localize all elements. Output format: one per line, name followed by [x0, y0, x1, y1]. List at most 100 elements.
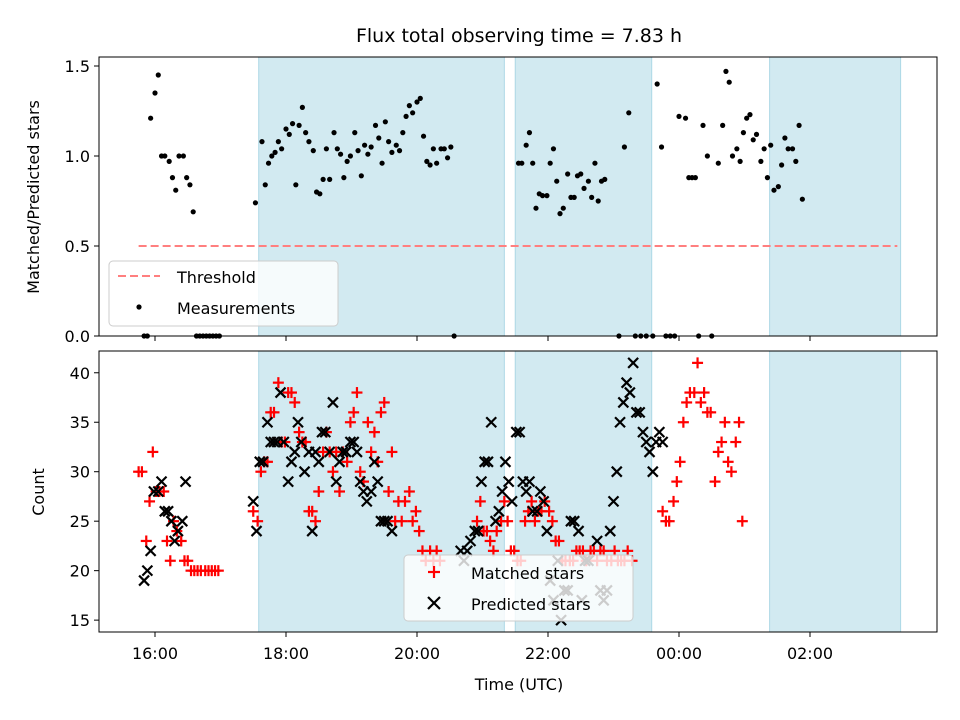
matched-star-point: [327, 466, 339, 478]
measurement-point: [376, 135, 382, 141]
predicted-star-point: [247, 495, 260, 508]
predicted-star-point: [568, 515, 580, 527]
predicted-star-point: [502, 475, 515, 488]
measurement-point: [320, 176, 326, 182]
measurement-point: [782, 135, 788, 141]
matched-star-point: [182, 555, 194, 567]
y-tick-label: 20: [70, 562, 90, 581]
measurement-point: [592, 160, 598, 166]
bottom-x-ticks: 16:00 18:00 20:00 22:00 00:00 02:00: [132, 632, 833, 663]
matched-star-point: [698, 387, 710, 399]
top-x-ticks: [154, 336, 811, 341]
measurement-point: [283, 126, 289, 132]
measurement-point: [737, 158, 743, 164]
measurement-point: [533, 205, 539, 211]
measurement-point: [289, 121, 296, 127]
predicted-star-point: [534, 485, 547, 498]
predicted-star-point: [640, 436, 653, 448]
predicted-star-point: [309, 446, 322, 458]
predicted-star-point: [378, 515, 391, 527]
predicted-star-point: [620, 376, 633, 389]
measurement-point: [347, 153, 354, 159]
measurement-point: [152, 90, 158, 96]
predicted-star-point: [330, 475, 342, 488]
measurement-point: [166, 158, 172, 164]
predicted-star-point: [371, 475, 384, 488]
matched-star-point: [668, 495, 680, 507]
matched-star-point: [529, 515, 541, 527]
measurement-point: [362, 142, 368, 148]
measurement-point: [293, 182, 299, 188]
predicted-star-point: [647, 465, 659, 478]
predicted-star-point: [144, 545, 157, 557]
predicted-star-point: [323, 446, 336, 458]
matched-star-point: [140, 535, 152, 547]
measurement-point: [658, 144, 665, 150]
measurement-point: [595, 198, 601, 204]
matched-star-point: [164, 555, 176, 567]
top-y-axis-label: Matched/Predicted stars: [24, 100, 43, 294]
measurement-point: [323, 146, 329, 152]
measurement-point: [441, 146, 447, 152]
measurement-point: [334, 146, 340, 152]
measurement-point: [296, 122, 302, 128]
matched-star-point: [695, 396, 707, 408]
measurement-point: [355, 148, 361, 154]
matched-star-point: [396, 515, 408, 527]
legend-matched-label: Matched stars: [471, 564, 584, 583]
y-tick-label: 40: [70, 364, 90, 383]
measurement-point: [190, 209, 196, 215]
measurement-point: [758, 158, 764, 164]
matched-star-point: [657, 505, 669, 517]
measurement-point: [544, 193, 550, 199]
predicted-star-point: [159, 505, 171, 518]
y-tick-label: 25: [70, 512, 90, 531]
predicted-star-point: [624, 386, 636, 399]
matched-star-point: [692, 357, 704, 369]
top-panel: 0.0 0.5 1.0 1.5 Matched/Predicted stars Thr…: [24, 56, 938, 346]
predicted-star-point: [464, 535, 477, 547]
predicted-star-point: [316, 426, 328, 438]
predicted-star-point: [643, 446, 656, 458]
matched-star-point: [481, 525, 493, 537]
predicted-star-point: [510, 426, 523, 438]
measurement-point: [753, 131, 760, 137]
matched-star-point: [526, 495, 538, 507]
predicted-star-point: [499, 456, 512, 468]
shaded-interval: [769, 56, 902, 337]
y-tick-label: 1.0: [65, 147, 90, 166]
measurement-point: [275, 139, 281, 145]
y-tick-label: 0.5: [65, 237, 90, 256]
matched-star-point: [348, 406, 360, 418]
matched-star-point: [136, 466, 148, 478]
predicted-star-point: [493, 505, 505, 518]
measurement-point: [368, 144, 374, 150]
measurement-point: [750, 137, 756, 143]
measurement-point: [386, 139, 392, 145]
predicted-star-point: [604, 525, 617, 537]
legend-measurement-label: Measurements: [177, 299, 295, 318]
matched-star-point: [677, 416, 689, 428]
matched-star-point: [730, 436, 742, 448]
matched-star-point: [674, 456, 686, 468]
measurement-point: [389, 149, 395, 155]
measurement-point: [700, 122, 706, 128]
matched-star-point: [474, 495, 486, 507]
predicted-star-point: [268, 436, 280, 448]
matched-star-point: [543, 505, 555, 517]
measurement-point: [434, 160, 440, 166]
predicted-star-point: [306, 525, 318, 537]
measurement-point: [155, 72, 161, 78]
predicted-star-point: [531, 505, 543, 518]
measurement-point: [740, 130, 747, 136]
top-y-ticks: 0.0 0.5 1.0 1.5: [65, 57, 99, 346]
matched-star-point: [383, 486, 395, 497]
measurement-point: [406, 103, 412, 109]
matched-star-point: [161, 535, 173, 547]
predicted-star-point: [292, 416, 304, 429]
measurement-point: [676, 113, 682, 119]
bottom-y-axis-label: Count: [29, 468, 48, 516]
matched-star-point: [484, 535, 496, 547]
predicted-star-point: [261, 416, 274, 429]
matched-star-point: [289, 396, 301, 408]
